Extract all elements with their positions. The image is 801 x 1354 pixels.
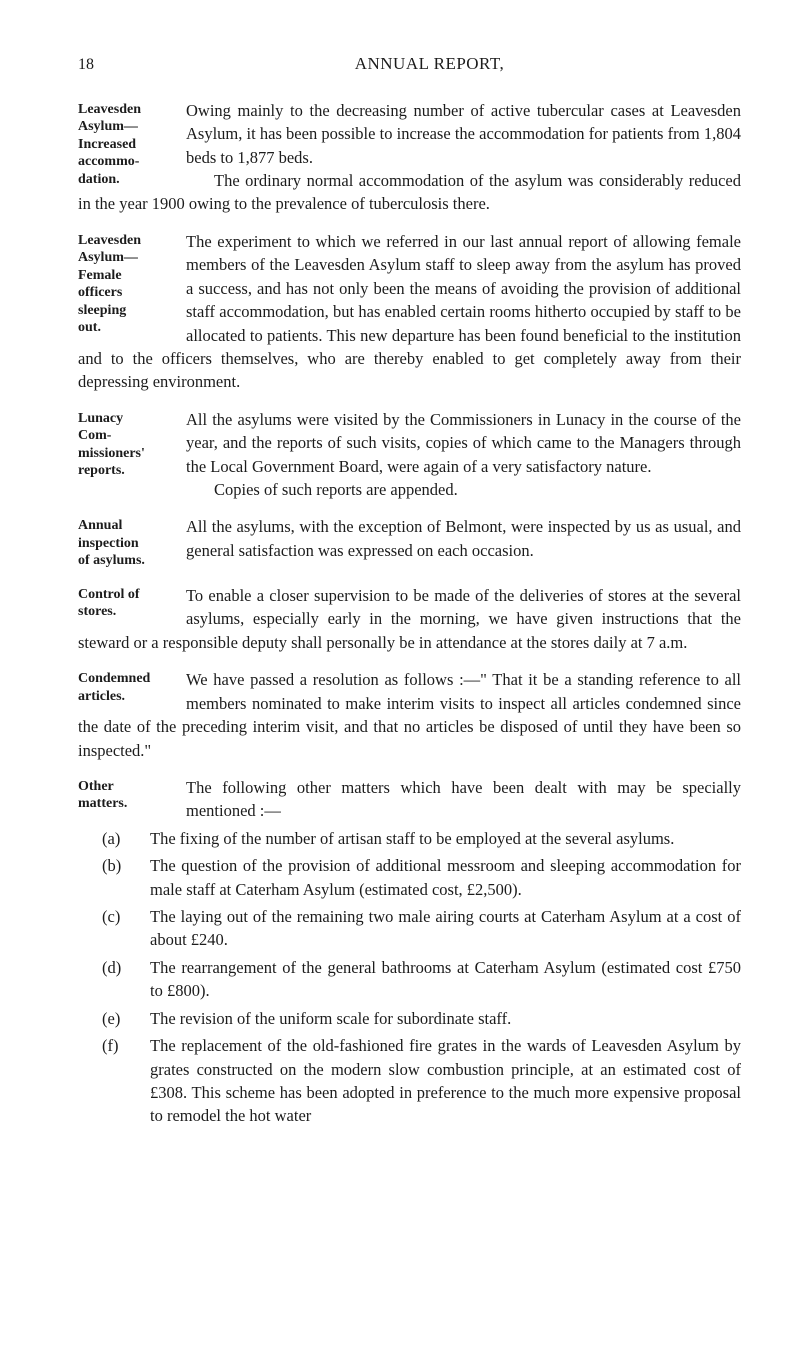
list-item-b: (b) The question of the provision of add… bbox=[78, 854, 741, 901]
note-line: Increased bbox=[78, 137, 136, 152]
list-body: The revision of the uniform scale for su… bbox=[146, 1007, 741, 1030]
list-body: The rearrangement of the general bathroo… bbox=[146, 956, 741, 1003]
note-line: Other bbox=[78, 779, 114, 794]
note-line: Com- bbox=[78, 428, 111, 443]
list-item-f: (f) The replacement of the old-fashioned… bbox=[78, 1034, 741, 1128]
list-item-d: (d) The rearrangement of the general bat… bbox=[78, 956, 741, 1003]
list-label: (c) bbox=[78, 905, 146, 952]
note-line: Lunacy bbox=[78, 411, 123, 426]
note-line: out. bbox=[78, 320, 101, 335]
margin-note: Leavesden Asylum— Increased accommo- dat… bbox=[78, 99, 186, 189]
section-leavesden-increased: Leavesden Asylum— Increased accommo- dat… bbox=[78, 99, 741, 216]
note-line: Leavesden bbox=[78, 233, 141, 248]
paragraph: Copies of such reports are appended. bbox=[78, 478, 741, 501]
section-control-stores: Control of stores. To enable a closer su… bbox=[78, 584, 741, 654]
note-line: stores. bbox=[78, 604, 116, 619]
note-line: Control of bbox=[78, 587, 140, 602]
margin-note: Condemned articles. bbox=[78, 668, 186, 705]
margin-note: Annual inspection of asylums. bbox=[78, 515, 186, 570]
note-line: reports. bbox=[78, 463, 125, 478]
list-item-a: (a) The fixing of the number of artisan … bbox=[78, 827, 741, 850]
note-line: of asylums. bbox=[78, 553, 145, 568]
margin-note: Other matters. bbox=[78, 776, 186, 813]
section-leavesden-sleeping-out: Leavesden Asylum— Female officers sleepi… bbox=[78, 230, 741, 394]
note-line: dation. bbox=[78, 172, 120, 187]
note-line: articles. bbox=[78, 689, 125, 704]
note-line: Female bbox=[78, 268, 122, 283]
note-line: accommo- bbox=[78, 154, 139, 169]
list-body: The replacement of the old-fashioned fir… bbox=[146, 1034, 741, 1128]
margin-note: Lunacy Com- missioners' reports. bbox=[78, 408, 186, 480]
note-line: Asylum— bbox=[78, 119, 138, 134]
list-label: (d) bbox=[78, 956, 146, 1003]
list-label: (f) bbox=[78, 1034, 146, 1128]
section-annual-inspection: Annual inspection of asylums. All the as… bbox=[78, 515, 741, 570]
note-line: sleeping bbox=[78, 303, 126, 318]
page-header: 18 ANNUAL REPORT, bbox=[78, 52, 741, 77]
note-line: inspection bbox=[78, 536, 139, 551]
margin-note: Leavesden Asylum— Female officers sleepi… bbox=[78, 230, 186, 337]
list-body: The fixing of the number of artisan staf… bbox=[146, 827, 741, 850]
note-line: matters. bbox=[78, 796, 127, 811]
note-line: Annual bbox=[78, 518, 122, 533]
list-label: (b) bbox=[78, 854, 146, 901]
note-line: missioners' bbox=[78, 446, 145, 461]
note-line: officers bbox=[78, 285, 122, 300]
section-condemned-articles: Condemned articles. We have passed a res… bbox=[78, 668, 741, 762]
list-item-e: (e) The revision of the uniform scale fo… bbox=[78, 1007, 741, 1030]
note-line: Asylum— bbox=[78, 250, 138, 265]
list-label: (e) bbox=[78, 1007, 146, 1030]
section-other-matters: Other matters. The following other matte… bbox=[78, 776, 741, 1128]
list-label: (a) bbox=[78, 827, 146, 850]
margin-note: Control of stores. bbox=[78, 584, 186, 621]
list-body: The laying out of the remaining two male… bbox=[146, 905, 741, 952]
header-title: ANNUAL REPORT, bbox=[118, 52, 741, 76]
note-line: Condemned bbox=[78, 671, 150, 686]
section-lunacy-reports: Lunacy Com- missioners' reports. All the… bbox=[78, 408, 741, 502]
page-number: 18 bbox=[78, 54, 118, 77]
note-line: Leavesden bbox=[78, 102, 141, 117]
list-body: The question of the provision of additio… bbox=[146, 854, 741, 901]
list-item-c: (c) The laying out of the remaining two … bbox=[78, 905, 741, 952]
